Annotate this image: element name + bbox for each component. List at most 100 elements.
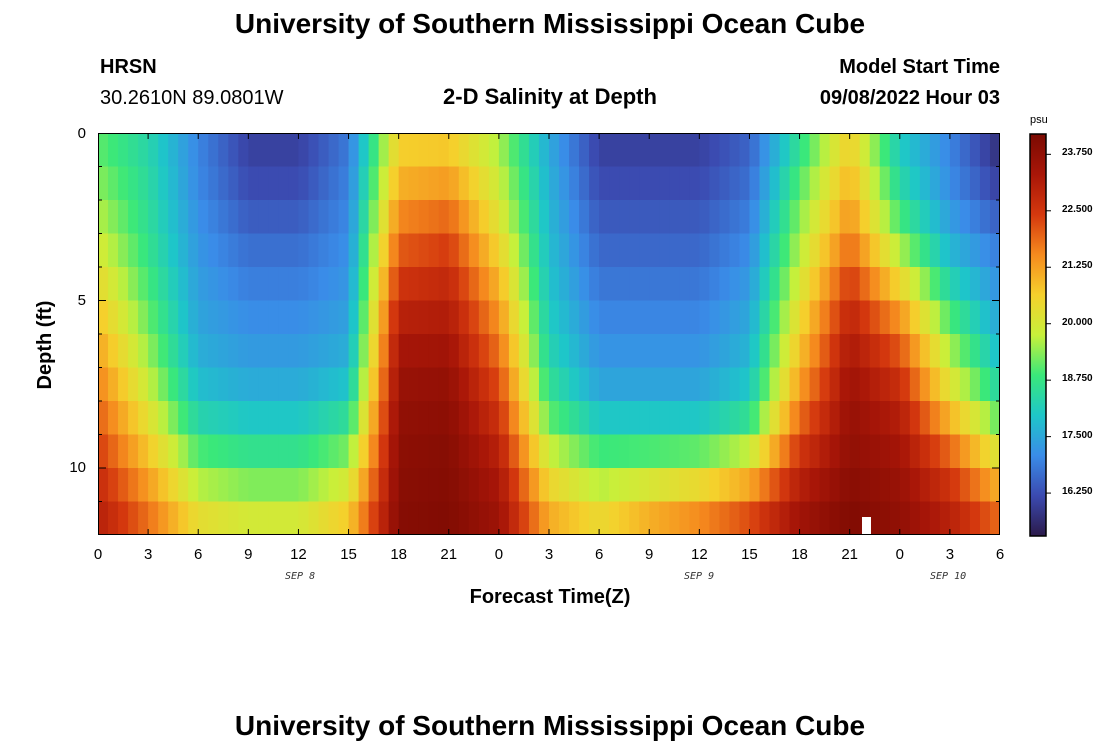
heatmap-cell <box>789 200 801 235</box>
heatmap-cell <box>709 401 720 436</box>
heatmap-cell <box>669 367 680 402</box>
heatmap-cell <box>418 468 430 503</box>
heatmap-cell <box>799 367 811 402</box>
heatmap-cell <box>839 401 851 436</box>
heatmap-cell <box>949 468 961 503</box>
heatmap-cell <box>809 401 821 436</box>
heatmap-cell <box>148 367 159 402</box>
heatmap-cell <box>649 401 660 436</box>
heatmap-cell <box>468 233 480 268</box>
heatmap-cell <box>749 367 761 402</box>
heatmap-cell <box>819 434 831 469</box>
heatmap-cell <box>468 401 480 436</box>
heatmap-cell <box>879 468 891 503</box>
heatmap-cell <box>959 401 971 436</box>
heatmap-cell <box>709 200 720 235</box>
heatmap-cell <box>258 267 269 302</box>
colorbar-unit: psu <box>1030 114 1048 126</box>
heatmap-cell <box>538 267 550 302</box>
heatmap-cell <box>799 300 811 335</box>
heatmap-cells <box>98 133 1000 535</box>
heatmap-cell <box>599 133 610 168</box>
x-tick-label: 15 <box>340 546 357 563</box>
heatmap-cell <box>789 367 801 402</box>
heatmap-cell <box>979 300 991 335</box>
y-tick-label: 0 <box>77 125 86 142</box>
axis-ticks <box>98 133 1000 535</box>
heatmap-cell <box>859 233 871 268</box>
heatmap-cell <box>518 133 530 168</box>
heatmap-cell <box>318 166 330 201</box>
heatmap-cell <box>699 334 710 369</box>
heatmap-cell <box>739 200 751 235</box>
heatmap-cell <box>118 401 129 436</box>
heatmap-cell <box>158 200 169 235</box>
heatmap-cell <box>98 367 109 402</box>
heatmap-cell <box>579 367 590 402</box>
heatmap-cell <box>438 334 450 369</box>
heatmap-cell <box>609 267 620 302</box>
heatmap-cell <box>739 166 751 201</box>
heatmap-cell <box>158 501 169 535</box>
heatmap-cell <box>368 367 380 402</box>
heatmap-cell <box>639 334 650 369</box>
heatmap-cell <box>278 468 290 503</box>
x-tick-label: 3 <box>544 546 554 563</box>
heatmap-cell <box>338 200 350 235</box>
heatmap-cell <box>288 133 300 168</box>
heatmap-cell <box>549 468 560 503</box>
heatmap-cell <box>739 133 751 168</box>
heatmap-cell <box>789 334 801 369</box>
heatmap-cell <box>749 468 761 503</box>
heatmap-cell <box>228 334 239 369</box>
heatmap-cell <box>919 434 931 469</box>
heatmap-cell <box>98 166 109 201</box>
heatmap-cell <box>98 133 109 168</box>
heatmap-cell <box>579 434 590 469</box>
heatmap-cell <box>829 267 841 302</box>
heatmap-cell <box>669 300 680 335</box>
heatmap-cell <box>148 401 159 436</box>
heatmap-cell <box>719 200 730 235</box>
heatmap-cell <box>909 133 921 168</box>
chart-subtitle: 2-D Salinity at Depth <box>443 84 657 109</box>
heatmap-cell <box>348 233 360 268</box>
heatmap-cell <box>338 300 350 335</box>
heatmap-cell <box>358 166 370 201</box>
heatmap-cell <box>318 434 330 469</box>
heatmap-cell <box>959 166 971 201</box>
heatmap-cell <box>719 166 730 201</box>
heatmap-cell <box>709 434 720 469</box>
heatmap-cell <box>368 267 380 302</box>
heatmap-cell <box>428 267 440 302</box>
heatmap-cell <box>518 200 530 235</box>
heatmap-cell <box>278 367 290 402</box>
heatmap-cell <box>689 200 700 235</box>
heatmap-cell <box>268 267 279 302</box>
heatmap-cell <box>879 401 891 436</box>
heatmap-cell <box>278 434 290 469</box>
heatmap-cell <box>729 200 741 235</box>
heatmap-cell <box>919 501 931 535</box>
heatmap-cell <box>799 401 811 436</box>
heatmap-cell <box>729 300 741 335</box>
heatmap-cell <box>939 401 951 436</box>
heatmap-cell <box>118 501 129 535</box>
heatmap-cell <box>298 300 310 335</box>
heatmap-cell <box>138 300 149 335</box>
heatmap-cell <box>338 166 350 201</box>
heatmap-cell <box>659 233 670 268</box>
heatmap-cell <box>498 468 510 503</box>
heatmap-cell <box>118 267 129 302</box>
heatmap-cell <box>298 401 310 436</box>
heatmap-cell <box>308 401 320 436</box>
heatmap-cell <box>468 267 480 302</box>
heatmap-cell <box>919 233 931 268</box>
heatmap-cell <box>689 233 700 268</box>
colorbar-tick-label: 21.250 <box>1062 260 1093 272</box>
heatmap-cell <box>559 133 570 168</box>
heatmap-cell <box>559 468 570 503</box>
heatmap-cell <box>579 166 590 201</box>
y-tick-label: 10 <box>69 459 86 476</box>
heatmap-cell <box>549 166 560 201</box>
